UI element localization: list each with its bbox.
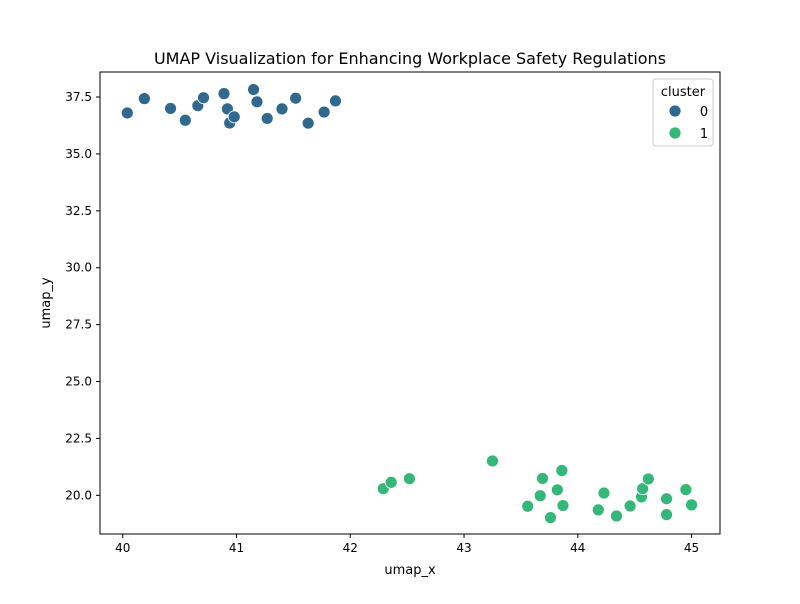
data-point-cluster-1	[641, 472, 655, 486]
legend-marker	[668, 104, 682, 118]
legend-label: 0	[700, 105, 708, 120]
x-tick-label: 41	[229, 541, 244, 555]
x-axis-label: umap_x	[384, 563, 436, 578]
y-tick-label: 27.5	[65, 318, 92, 332]
data-point-cluster-1	[660, 492, 673, 506]
data-point-cluster-1	[623, 499, 637, 513]
data-point-cluster-0	[137, 92, 151, 106]
data-point-cluster-1	[591, 503, 605, 517]
data-point-cluster-1	[685, 498, 698, 512]
data-point-cluster-1	[610, 509, 623, 523]
legend: cluster 0 1	[652, 78, 714, 147]
data-point-cluster-1	[556, 499, 570, 512]
data-point-cluster-1	[679, 483, 693, 497]
y-tick-label: 30.0	[65, 261, 92, 275]
data-point-cluster-1	[533, 489, 547, 503]
data-point-cluster-1	[660, 508, 673, 522]
data-point-cluster-1	[521, 499, 535, 513]
y-tick-label: 35.0	[65, 147, 92, 161]
y-tick-label: 37.5	[65, 90, 92, 104]
data-point-cluster-1	[486, 454, 499, 468]
data-point-cluster-0	[317, 105, 331, 119]
x-tick-label: 44	[570, 541, 585, 555]
data-point-cluster-1	[550, 483, 564, 497]
data-point-cluster-0	[247, 83, 260, 96]
y-tick-label: 25.0	[65, 375, 92, 389]
y-axis: 20.0 22.5 25.0 27.5 30.0 32.5 35.0 37.5	[65, 90, 100, 502]
data-point-cluster-1	[544, 511, 557, 525]
data-point-cluster-0	[120, 106, 134, 120]
data-point-cluster-0	[217, 87, 231, 101]
data-point-cluster-1	[555, 464, 569, 477]
data-point-cluster-0	[329, 94, 342, 108]
data-points	[120, 83, 698, 525]
x-tick-label: 40	[115, 541, 130, 555]
data-point-cluster-1	[403, 472, 416, 486]
y-tick-label: 20.0	[65, 488, 92, 502]
data-point-cluster-0	[275, 102, 289, 116]
data-point-cluster-1	[536, 472, 549, 485]
data-point-cluster-1	[636, 482, 650, 496]
data-point-cluster-0	[197, 91, 210, 105]
x-tick-label: 45	[684, 541, 699, 555]
y-axis-label: umap_y	[39, 277, 54, 329]
chart-title: UMAP Visualization for Enhancing Workpla…	[154, 49, 666, 68]
data-point-cluster-0	[164, 102, 177, 115]
x-axis: 40 41 42 43 44 45	[115, 534, 699, 555]
plot-frame	[99, 71, 721, 535]
data-point-cluster-0	[250, 95, 264, 109]
data-point-cluster-1	[384, 475, 398, 489]
y-tick-label: 32.5	[65, 204, 92, 218]
data-point-cluster-0	[227, 110, 241, 124]
data-point-cluster-0	[301, 116, 315, 130]
data-point-cluster-0	[260, 112, 274, 125]
data-point-cluster-1	[597, 486, 611, 500]
legend-box	[652, 78, 714, 147]
y-tick-label: 22.5	[65, 431, 92, 445]
data-point-cluster-0	[178, 113, 192, 127]
data-point-cluster-0	[289, 91, 303, 105]
legend-label: 1	[700, 127, 708, 142]
legend-title: cluster	[661, 85, 706, 100]
legend-marker	[668, 126, 682, 140]
x-tick-label: 43	[456, 541, 471, 555]
x-tick-label: 42	[343, 541, 358, 555]
